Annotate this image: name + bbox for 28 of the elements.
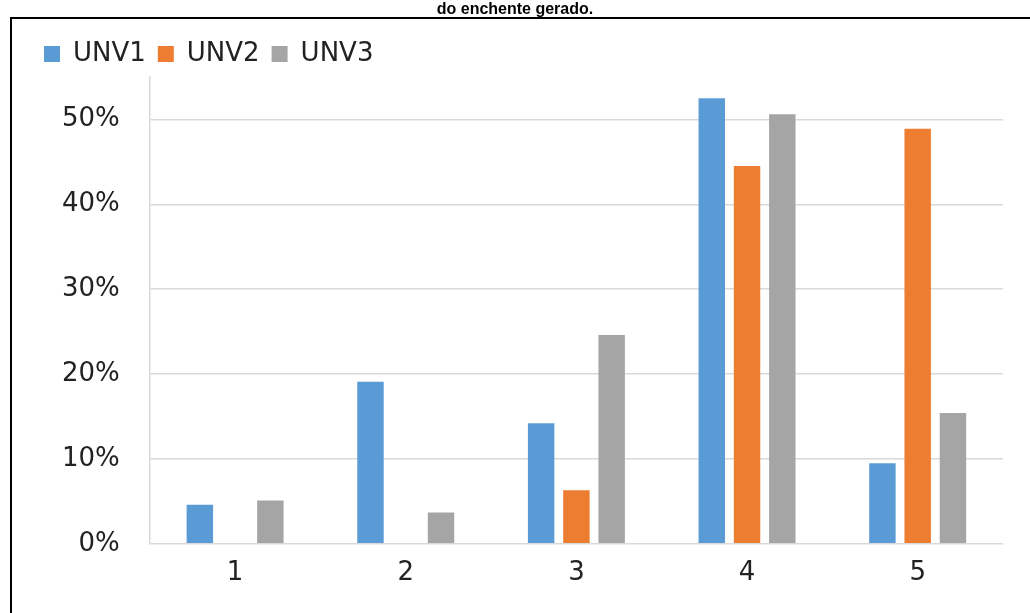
y-tick-label: 40% bbox=[61, 187, 120, 218]
bar bbox=[939, 413, 967, 544]
legend-label: UNV1 bbox=[73, 36, 146, 67]
bar bbox=[527, 423, 555, 544]
y-tick-label: 50% bbox=[61, 102, 120, 133]
legend-label: UNV3 bbox=[300, 36, 374, 67]
y-tick-label: 10% bbox=[61, 441, 120, 472]
x-tick-label: 3 bbox=[568, 556, 585, 587]
legend-label: UNV2 bbox=[186, 36, 260, 67]
y-tick-label: 20% bbox=[61, 356, 120, 387]
bar bbox=[563, 490, 590, 544]
x-tick-label: 4 bbox=[738, 556, 756, 587]
bar bbox=[186, 504, 214, 544]
x-tick-label: 5 bbox=[909, 556, 926, 587]
y-tick-label: 30% bbox=[61, 271, 120, 302]
x-tick-label: 1 bbox=[226, 556, 244, 587]
bar bbox=[769, 114, 796, 544]
y-tick-label: 0% bbox=[78, 526, 120, 557]
bar bbox=[427, 512, 455, 544]
bar bbox=[733, 166, 761, 544]
bar bbox=[904, 128, 931, 544]
x-tick-label: 2 bbox=[397, 556, 415, 587]
bar bbox=[598, 335, 625, 544]
bar bbox=[257, 500, 284, 544]
bar bbox=[698, 98, 725, 544]
chart-title: do enchente gerado. bbox=[435, 0, 595, 17]
bar bbox=[869, 463, 896, 544]
bar bbox=[357, 381, 384, 544]
